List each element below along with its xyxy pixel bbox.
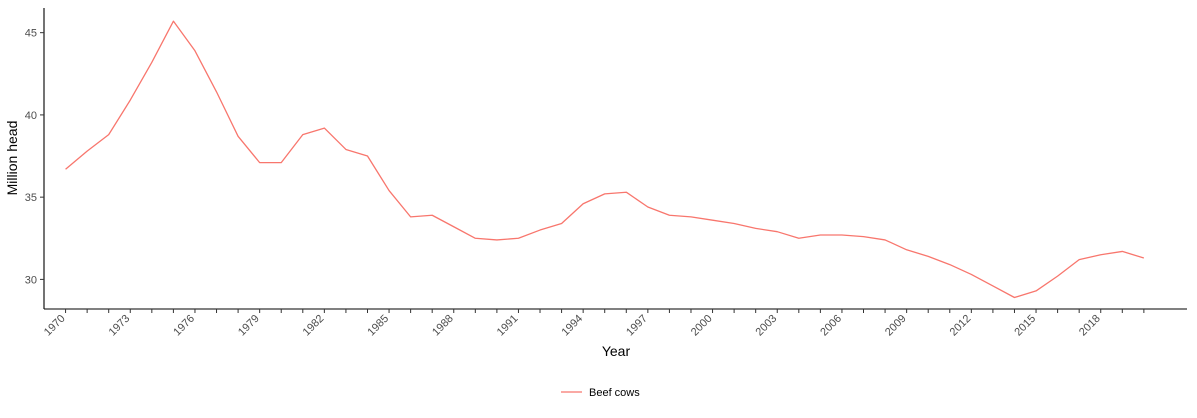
x-tick-label: 2018 <box>1077 313 1103 339</box>
x-tick-label: 1991 <box>495 313 521 339</box>
y-tick-label: 35 <box>25 192 37 204</box>
x-tick-label: 2015 <box>1012 313 1038 339</box>
x-tick-label: 1973 <box>107 313 133 339</box>
x-tick-label: 1988 <box>430 313 456 339</box>
x-tick-label: 2006 <box>818 313 844 339</box>
series-layer <box>65 20 1145 299</box>
legend-label-beef-cows: Beef cows <box>589 387 640 399</box>
x-tick-label: 1970 <box>42 313 68 339</box>
x-tick-label: 2009 <box>883 313 909 339</box>
x-tick-label: 1982 <box>301 313 327 339</box>
x-tick-label: 1976 <box>171 313 197 339</box>
x-tick-label: 1994 <box>559 313 585 339</box>
x-axis-title: Year <box>602 343 631 359</box>
y-tick-label: 30 <box>25 274 37 286</box>
x-tick-label: 1997 <box>624 313 650 339</box>
y-tick-label: 45 <box>25 28 37 40</box>
x-tick-label: 2012 <box>948 313 974 339</box>
y-tick-label: 40 <box>25 110 37 122</box>
x-tick-label: 2003 <box>754 313 780 339</box>
x-tick-label: 1979 <box>236 313 262 339</box>
y-axis-title: Million head <box>4 121 20 196</box>
x-tick-label: 2000 <box>689 313 715 339</box>
legend: Beef cows <box>561 387 640 399</box>
series-line-beef-cows <box>65 20 1145 299</box>
x-tick-label: 1985 <box>365 313 391 339</box>
